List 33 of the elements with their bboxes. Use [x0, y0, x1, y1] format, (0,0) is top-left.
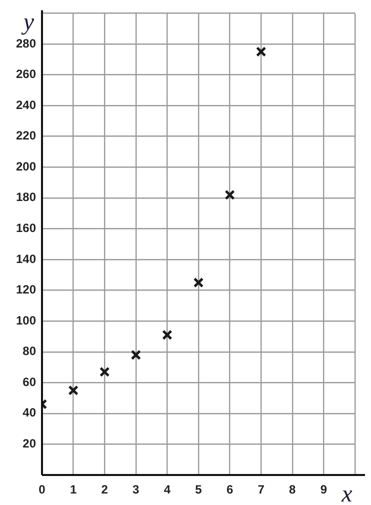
point	[256, 46, 266, 57]
x-tick-label: 2	[101, 482, 108, 497]
y-tick-label: 260	[16, 67, 36, 82]
y-tick-label: 220	[16, 128, 36, 143]
point	[162, 330, 172, 340]
x-tick-label: 3	[132, 482, 140, 497]
x-tick-label: 6	[226, 482, 234, 497]
point	[99, 366, 110, 378]
y-axis-title: y	[21, 10, 34, 36]
x-tick-label: 8	[289, 482, 296, 497]
y-tick-label: 160	[16, 221, 36, 236]
x-tick-label: 4	[164, 482, 171, 497]
x-tick-label: 7	[258, 482, 265, 497]
y-tick-label: 20	[22, 436, 36, 451]
point	[193, 277, 204, 288]
x-axis-title: x	[340, 481, 353, 505]
y-tick-label: 80	[22, 344, 36, 358]
y-tick-label: 100	[16, 313, 36, 328]
point	[224, 190, 235, 200]
y-tick-label: 280	[16, 36, 36, 50]
point	[130, 350, 142, 360]
y-tick-label: 200	[16, 159, 36, 174]
y-tick-label: 120	[16, 282, 36, 297]
y-tick-label: 180	[16, 190, 36, 204]
y-tick-label: 60	[22, 374, 36, 389]
y-tick-label: 140	[16, 252, 36, 266]
y-tick-label: 40	[22, 406, 36, 420]
x-tick-label: 0	[38, 482, 46, 497]
point	[68, 385, 78, 396]
y-tick-label: 240	[16, 98, 36, 112]
x-tick-label: 1	[70, 482, 77, 497]
x-tick-label: 5	[195, 482, 202, 497]
x-tick-label: 9	[320, 482, 328, 497]
